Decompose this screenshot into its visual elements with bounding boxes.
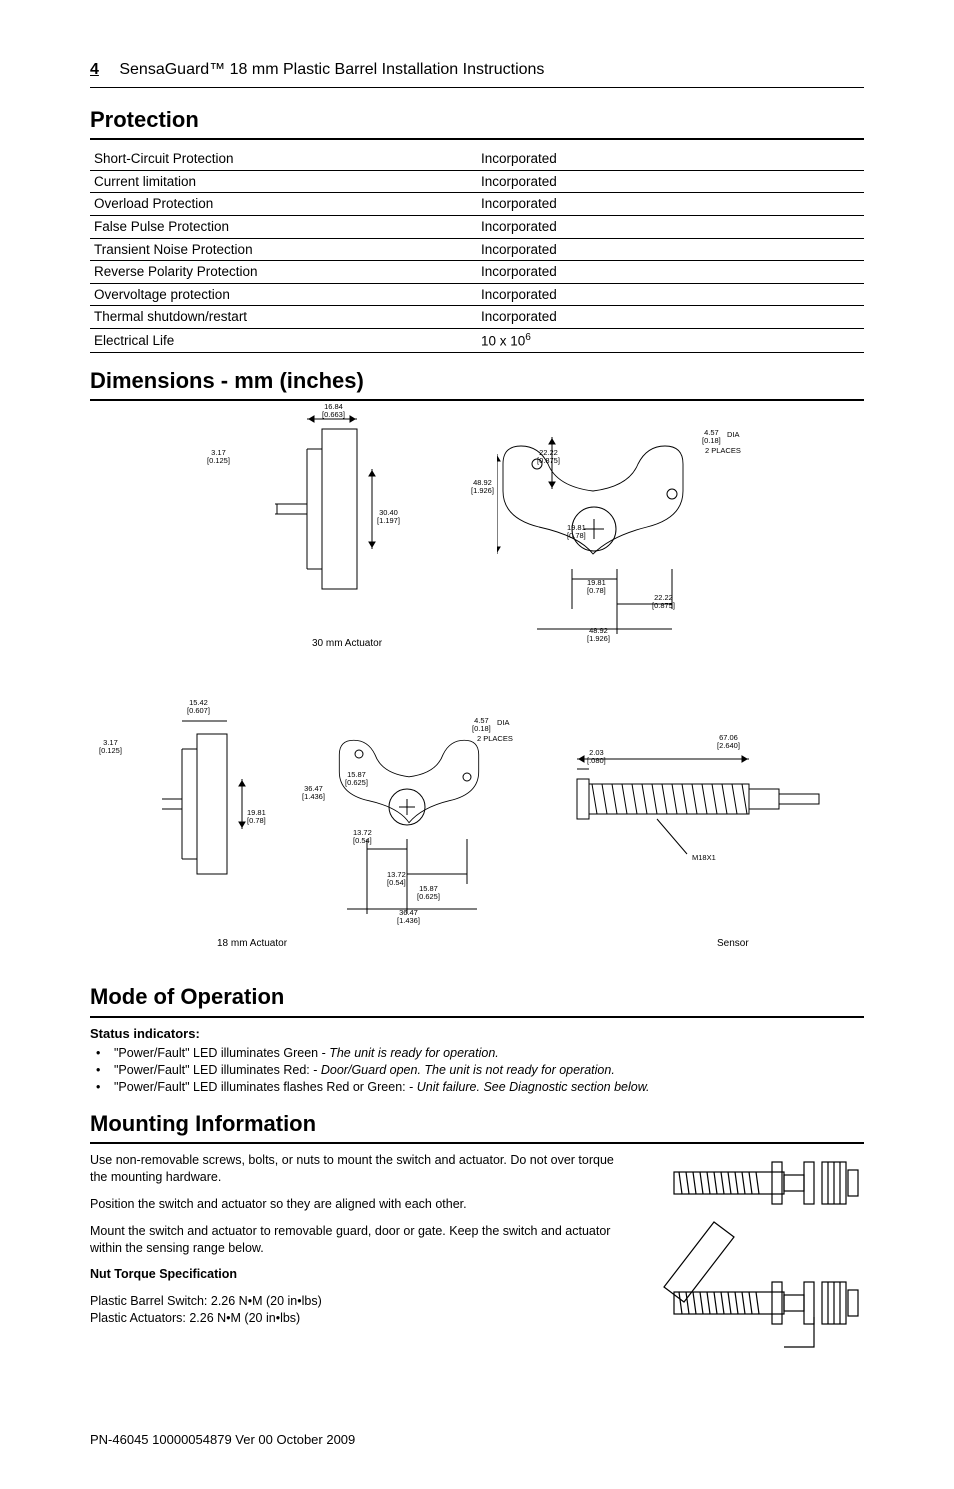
dim-6706-label: 67.06[2.640]	[717, 734, 740, 749]
protection-label: Short-Circuit Protection	[90, 148, 477, 170]
mounting-p3: Mount the switch and actuator to removab…	[90, 1223, 624, 1257]
dim-1981c-label: 19.81[0.78]	[247, 809, 266, 824]
list-item: "Power/Fault" LED illuminates flashes Re…	[90, 1079, 864, 1096]
protection-value: Incorporated	[477, 148, 864, 170]
dim-457-label: 4.57[0.18]	[702, 429, 721, 444]
dimensions-diagram: 3.17[0.125] 16.84[0.663] 30.40[1.197] 48…	[97, 409, 857, 969]
dim-1587-label: 15.87[0.625]	[345, 771, 368, 786]
mounting-figure	[654, 1152, 864, 1352]
mounting-heading: Mounting Information	[90, 1110, 864, 1145]
dim-1542-label: 15.42[0.607]	[187, 699, 210, 714]
dim-317-label: 3.17[0.125]	[207, 449, 230, 464]
protection-label: Transient Noise Protection	[90, 238, 477, 261]
table-row: False Pulse ProtectionIncorporated	[90, 216, 864, 239]
mounting-p4a: Plastic Barrel Switch: 2.26 N•M (20 in•l…	[90, 1294, 322, 1308]
page-footer: PN-46045 10000054879 Ver 00 October 2009	[90, 1432, 864, 1449]
caption-sensor: Sensor	[717, 939, 749, 949]
nut-torque-heading: Nut Torque Specification	[90, 1266, 624, 1283]
dim-2places2-label: 2 PLACES	[477, 735, 513, 743]
dim-1981-label: 19.81[0.78]	[567, 524, 586, 539]
table-row: Reverse Polarity ProtectionIncorporated	[90, 261, 864, 284]
mounting-p2: Position the switch and actuator so they…	[90, 1196, 624, 1213]
status-indicators-heading: Status indicators:	[90, 1026, 864, 1043]
caption-18mm: 18 mm Actuator	[217, 939, 287, 949]
page-number: 4	[90, 61, 99, 78]
dim-1372b-label: 13.72[0.54]	[387, 871, 406, 886]
protection-label: Reverse Polarity Protection	[90, 261, 477, 284]
table-row: Transient Noise ProtectionIncorporated	[90, 238, 864, 261]
table-row: Electrical Life10 x 106	[90, 328, 864, 352]
protection-value: Incorporated	[477, 261, 864, 284]
actuator-30-side-svg	[247, 409, 467, 609]
mounting-p4b: Plastic Actuators: 2.26 N•M (20 in•lbs)	[90, 1311, 300, 1325]
protection-value: Incorporated	[477, 283, 864, 306]
dim-m18-label: M18X1	[692, 854, 716, 862]
caption-30mm: 30 mm Actuator	[312, 639, 382, 649]
page-title: SensaGuard™ 18 mm Plastic Barrel Install…	[119, 61, 544, 78]
mounting-text: Use non-removable screws, bolts, or nuts…	[90, 1152, 624, 1337]
protection-table: Short-Circuit ProtectionIncorporatedCurr…	[90, 148, 864, 352]
dim-dia2-label: DIA	[497, 719, 510, 727]
protection-label: False Pulse Protection	[90, 216, 477, 239]
protection-value: Incorporated	[477, 170, 864, 193]
dim-1981b-label: 19.81[0.78]	[587, 579, 606, 594]
actuator-30-plate-svg	[497, 419, 757, 659]
mounting-p4: Plastic Barrel Switch: 2.26 N•M (20 in•l…	[90, 1293, 624, 1327]
actuator-18-side-svg	[127, 709, 327, 909]
status-indicators-list: "Power/Fault" LED illuminates Green - Th…	[90, 1045, 864, 1096]
dim-2222-label: 22.22[0.875]	[537, 449, 560, 464]
protection-label: Electrical Life	[90, 328, 477, 352]
protection-value: 10 x 106	[477, 328, 864, 352]
dim-2places-label: 2 PLACES	[705, 447, 741, 455]
mounting-row: Use non-removable screws, bolts, or nuts…	[90, 1152, 864, 1352]
table-row: Short-Circuit ProtectionIncorporated	[90, 148, 864, 170]
protection-value: Incorporated	[477, 216, 864, 239]
table-row: Overload ProtectionIncorporated	[90, 193, 864, 216]
dim-1587b-label: 15.87[0.625]	[417, 885, 440, 900]
protection-heading: Protection	[90, 106, 864, 141]
mounting-p1: Use non-removable screws, bolts, or nuts…	[90, 1152, 624, 1186]
dimensions-heading: Dimensions - mm (inches)	[90, 367, 864, 402]
dim-3647-label: 36.47[1.436]	[302, 785, 325, 800]
list-item: "Power/Fault" LED illuminates Green - Th…	[90, 1045, 864, 1062]
protection-label: Thermal shutdown/restart	[90, 306, 477, 329]
dim-2222b-label: 22.22[0.875]	[652, 594, 675, 609]
table-row: Current limitationIncorporated	[90, 170, 864, 193]
dim-317b-label: 3.17[0.125]	[99, 739, 122, 754]
dim-3647b-label: 36.47[1.436]	[397, 909, 420, 924]
dim-dia-label: DIA	[727, 431, 740, 439]
mounting-svg	[654, 1152, 864, 1352]
table-row: Thermal shutdown/restartIncorporated	[90, 306, 864, 329]
dim-4892-label: 48.92[1.926]	[471, 479, 494, 494]
list-item: "Power/Fault" LED illuminates Red: - Doo…	[90, 1062, 864, 1079]
protection-value: Incorporated	[477, 306, 864, 329]
protection-label: Overload Protection	[90, 193, 477, 216]
dim-4892b-label: 48.92[1.926]	[587, 627, 610, 642]
protection-value: Incorporated	[477, 238, 864, 261]
dim-203-label: 2.03[.080]	[587, 749, 606, 764]
protection-label: Current limitation	[90, 170, 477, 193]
mode-heading: Mode of Operation	[90, 983, 864, 1018]
dim-457b-label: 4.57[0.18]	[472, 717, 491, 732]
protection-label: Overvoltage protection	[90, 283, 477, 306]
dim-3040-label: 30.40[1.197]	[377, 509, 400, 524]
table-row: Overvoltage protectionIncorporated	[90, 283, 864, 306]
page-header: 4 SensaGuard™ 18 mm Plastic Barrel Insta…	[90, 60, 864, 88]
protection-value: Incorporated	[477, 193, 864, 216]
dim-1684-label: 16.84[0.663]	[322, 403, 345, 418]
dim-1372-label: 13.72[0.54]	[353, 829, 372, 844]
